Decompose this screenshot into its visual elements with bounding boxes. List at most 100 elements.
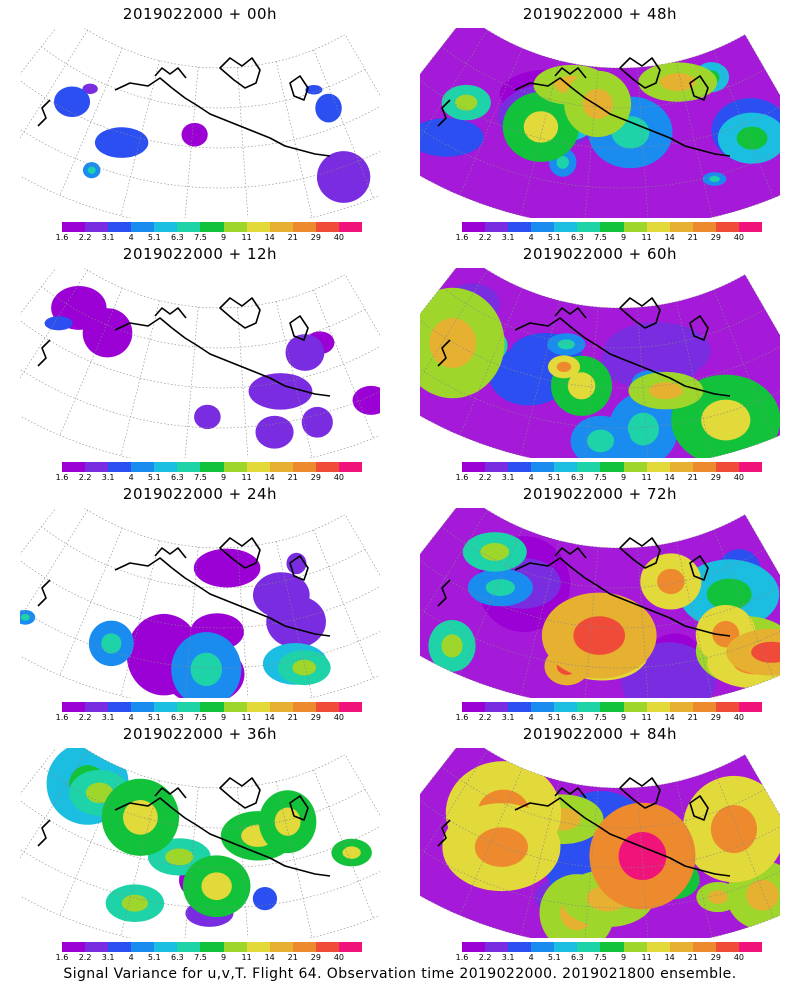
colorbar-labels: 1.6 2.2 3.1 4 5.1 6.3 7.5 9 11 14 21 29 40 — [456, 713, 762, 723]
colorbar-swatch — [338, 462, 363, 472]
coastline-path — [619, 537, 661, 569]
colorbar-label: 3.1 — [501, 953, 515, 962]
colorbar-label: 9 — [220, 473, 227, 482]
colorbar-label: 40 — [733, 233, 745, 242]
colorbar-label: 21 — [287, 953, 298, 962]
field-contour — [751, 641, 780, 663]
coastline — [37, 537, 331, 637]
coastline-path — [219, 57, 261, 89]
colorbar-label: 3.1 — [501, 713, 515, 722]
longitude-line — [637, 67, 649, 218]
colorbar-label: 2.2 — [478, 233, 492, 242]
colorbar-swatch — [462, 702, 486, 712]
colorbar-swatch — [269, 942, 293, 952]
colorbar-swatch — [485, 702, 509, 712]
coastline-path — [619, 297, 661, 329]
colorbar-swatch — [623, 942, 647, 952]
latitude-line — [41, 46, 366, 109]
colorbar-swatch — [738, 462, 763, 472]
colorbar-swatch — [577, 942, 601, 952]
field-contour — [709, 175, 720, 183]
colorbar-label: 4 — [128, 713, 134, 722]
coastline-path — [689, 795, 709, 821]
coastline-path — [114, 797, 331, 877]
field-contour — [649, 382, 683, 400]
colorbar-label: 7.5 — [594, 473, 607, 482]
longitude-line — [459, 768, 523, 916]
colorbar-label: 4 — [528, 953, 534, 962]
colorbar-label: 5.1 — [147, 473, 161, 482]
colorbar-label: 6.3 — [171, 953, 184, 962]
colorbar-swatch — [715, 702, 739, 712]
colorbar-label: 29 — [310, 473, 321, 482]
field-contour — [85, 782, 114, 804]
longitude-line — [520, 60, 560, 216]
colorbar-swatch — [131, 942, 155, 952]
field-contour — [316, 151, 371, 203]
colorbar-swatch — [669, 702, 693, 712]
colorbar-label: 7.5 — [594, 233, 607, 242]
field-contour — [193, 548, 261, 588]
colorbar-label: 3.1 — [501, 473, 515, 482]
colorbar-swatch — [223, 222, 247, 232]
longitude-line — [120, 780, 160, 936]
longitude-line — [120, 60, 160, 216]
colorbar-swatch — [246, 222, 270, 232]
colorbar-label: 29 — [710, 713, 721, 722]
colorbar-swatch — [177, 702, 201, 712]
field-contour — [87, 166, 96, 174]
colorbar-label: 7.5 — [194, 233, 207, 242]
colorbar-label: 11 — [241, 953, 252, 962]
coastline-path — [37, 579, 51, 607]
map-panel-72h: 2019022000 + 72h 1.6 2.2 3.1 4 5.1 6.3 7.5 9 11 1… — [400, 480, 800, 723]
colorbar-swatch — [223, 702, 247, 712]
longitude-line — [59, 528, 123, 676]
colorbar-label: 2.2 — [78, 233, 92, 242]
field-contour — [706, 578, 752, 610]
colorbar-swatch — [715, 942, 739, 952]
colorbar-swatch — [600, 702, 624, 712]
map-panel-36h: 2019022000 + 36h 1.6 2.2 3.1 4 5.1 6.3 7.5 9 11 1… — [0, 720, 400, 962]
field-contour — [556, 155, 569, 169]
colorbar-label: 11 — [241, 473, 252, 482]
field-contour — [660, 73, 696, 91]
coastline — [37, 777, 331, 877]
colorbar-swatch — [623, 702, 647, 712]
longitude-line — [459, 528, 523, 676]
longitude-line — [637, 787, 649, 938]
coastline-path — [219, 777, 261, 809]
longitude-line — [59, 768, 123, 916]
map-plot — [420, 28, 780, 218]
field-contour — [248, 373, 313, 410]
colorbar-label: 2.2 — [78, 713, 92, 722]
colorbar-swatch — [715, 462, 739, 472]
colorbar-swatch — [692, 702, 716, 712]
coastline-path — [554, 307, 587, 319]
longitude-line — [237, 787, 249, 938]
map-plot — [420, 508, 780, 698]
colorbar-swatch — [462, 942, 486, 952]
colorbar-swatches — [62, 942, 363, 952]
colorbar-swatch — [269, 702, 293, 712]
longitude-line — [520, 780, 560, 936]
colorbar-label: 21 — [287, 713, 298, 722]
longitude-line — [275, 301, 313, 458]
colorbar-label: 29 — [310, 953, 321, 962]
colorbar-label: 11 — [241, 713, 252, 722]
colorbar-swatch — [200, 462, 224, 472]
shaded-field — [420, 748, 780, 938]
longitude-line — [520, 540, 560, 696]
longitude-line — [584, 307, 599, 458]
colorbar-swatch — [200, 942, 224, 952]
colorbar-labels: 1.6 2.2 3.1 4 5.1 6.3 7.5 9 11 14 21 29 40 — [56, 713, 362, 723]
longitude-line — [20, 509, 88, 619]
colorbar-label: 3.1 — [501, 233, 515, 242]
longitude-line — [120, 540, 160, 696]
coastline-path — [154, 307, 187, 319]
colorbar-swatches — [462, 462, 763, 472]
colorbar-swatch — [577, 702, 601, 712]
field-contour — [301, 406, 333, 438]
colorbar-swatch — [554, 702, 578, 712]
latitude-line — [20, 800, 380, 869]
colorbar: 1.6 2.2 3.1 4 5.1 6.3 7.5 9 11 14 21 29 40 — [56, 222, 363, 244]
